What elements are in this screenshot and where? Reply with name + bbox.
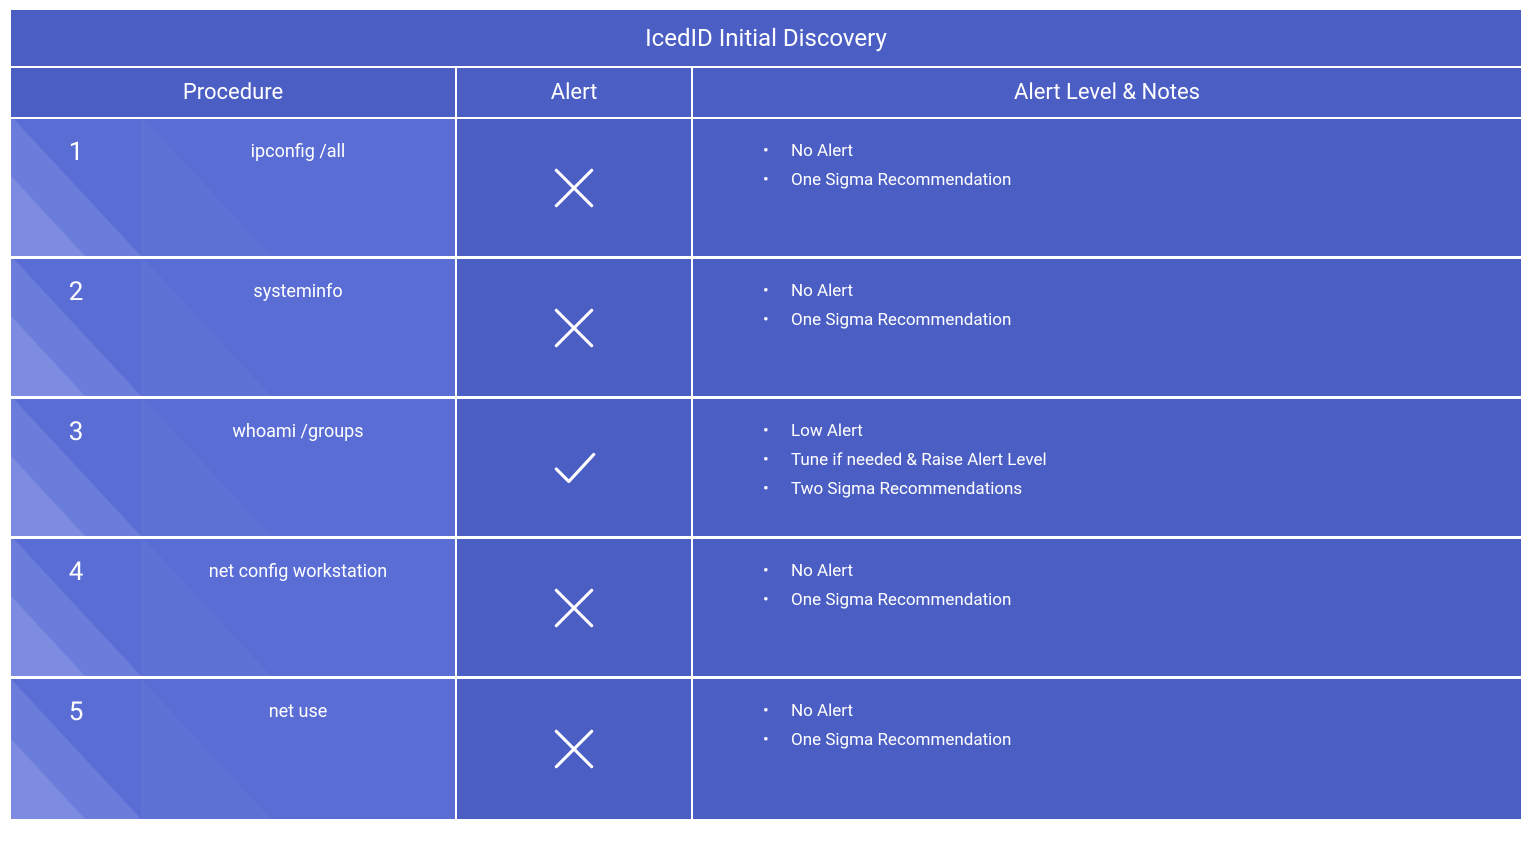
procedure-text: net use bbox=[141, 701, 455, 722]
alert-cell bbox=[457, 119, 693, 256]
notes-list: Low AlertTune if needed & Raise Alert Le… bbox=[763, 417, 1481, 504]
note-item: No Alert bbox=[763, 557, 1481, 586]
procedure-text: net config workstation bbox=[141, 561, 455, 582]
notes-list: No AlertOne Sigma Recommendation bbox=[763, 557, 1481, 615]
row-number: 5 bbox=[11, 697, 141, 727]
note-item: One Sigma Recommendation bbox=[763, 306, 1481, 335]
alert-cell bbox=[457, 679, 693, 819]
procedure-cell: ipconfig /all bbox=[141, 119, 457, 256]
row-number-cell: 5 bbox=[11, 679, 141, 819]
row-number-cell: 2 bbox=[11, 259, 141, 396]
header-procedure: Procedure bbox=[11, 68, 457, 117]
row-number-cell: 3 bbox=[11, 399, 141, 536]
procedure-cell: net config workstation bbox=[141, 539, 457, 676]
table-row: 1 ipconfig /all No AlertOne Sigma Recomm… bbox=[11, 119, 1521, 259]
cross-icon bbox=[548, 723, 600, 775]
notes-cell: Low AlertTune if needed & Raise Alert Le… bbox=[693, 399, 1521, 536]
row-number-cell: 1 bbox=[11, 119, 141, 256]
notes-list: No AlertOne Sigma Recommendation bbox=[763, 137, 1481, 195]
header-procedure-label: Procedure bbox=[183, 80, 283, 105]
note-item: Low Alert bbox=[763, 417, 1481, 446]
header-alert: Alert bbox=[457, 68, 693, 117]
row-number: 3 bbox=[11, 417, 141, 447]
procedure-cell: systeminfo bbox=[141, 259, 457, 396]
notes-cell: No AlertOne Sigma Recommendation bbox=[693, 259, 1521, 396]
procedure-cell: net use bbox=[141, 679, 457, 819]
notes-list: No AlertOne Sigma Recommendation bbox=[763, 697, 1481, 755]
procedure-text: systeminfo bbox=[141, 281, 455, 302]
note-item: One Sigma Recommendation bbox=[763, 726, 1481, 755]
table-title: IcedID Initial Discovery bbox=[11, 10, 1521, 68]
table-header-row: Procedure Alert Alert Level & Notes bbox=[11, 68, 1521, 119]
procedure-cell: whoami /groups bbox=[141, 399, 457, 536]
note-item: Tune if needed & Raise Alert Level bbox=[763, 446, 1481, 475]
alert-cell bbox=[457, 539, 693, 676]
table-row: 5 net use No AlertOne Sigma Recommendati… bbox=[11, 679, 1521, 819]
check-icon bbox=[548, 442, 600, 494]
row-number: 4 bbox=[11, 557, 141, 587]
cross-icon bbox=[548, 162, 600, 214]
procedure-text: whoami /groups bbox=[141, 421, 455, 442]
note-item: No Alert bbox=[763, 137, 1481, 166]
table-row: 4 net config workstation No AlertOne Sig… bbox=[11, 539, 1521, 679]
note-item: One Sigma Recommendation bbox=[763, 166, 1481, 195]
note-item: No Alert bbox=[763, 697, 1481, 726]
procedure-text: ipconfig /all bbox=[141, 141, 455, 162]
note-item: Two Sigma Recommendations bbox=[763, 475, 1481, 504]
notes-list: No AlertOne Sigma Recommendation bbox=[763, 277, 1481, 335]
cross-icon bbox=[548, 582, 600, 634]
header-notes: Alert Level & Notes bbox=[693, 68, 1521, 117]
row-number-cell: 4 bbox=[11, 539, 141, 676]
note-item: One Sigma Recommendation bbox=[763, 586, 1481, 615]
row-number: 2 bbox=[11, 277, 141, 307]
notes-cell: No AlertOne Sigma Recommendation bbox=[693, 119, 1521, 256]
notes-cell: No AlertOne Sigma Recommendation bbox=[693, 679, 1521, 819]
notes-cell: No AlertOne Sigma Recommendation bbox=[693, 539, 1521, 676]
alert-cell bbox=[457, 399, 693, 536]
cross-icon bbox=[548, 302, 600, 354]
discovery-table: IcedID Initial Discovery Procedure Alert… bbox=[11, 10, 1521, 819]
row-number: 1 bbox=[11, 137, 141, 167]
alert-cell bbox=[457, 259, 693, 396]
table-row: 2 systeminfo No AlertOne Sigma Recommend… bbox=[11, 259, 1521, 399]
table-row: 3 whoami /groups Low AlertTune if needed… bbox=[11, 399, 1521, 539]
note-item: No Alert bbox=[763, 277, 1481, 306]
